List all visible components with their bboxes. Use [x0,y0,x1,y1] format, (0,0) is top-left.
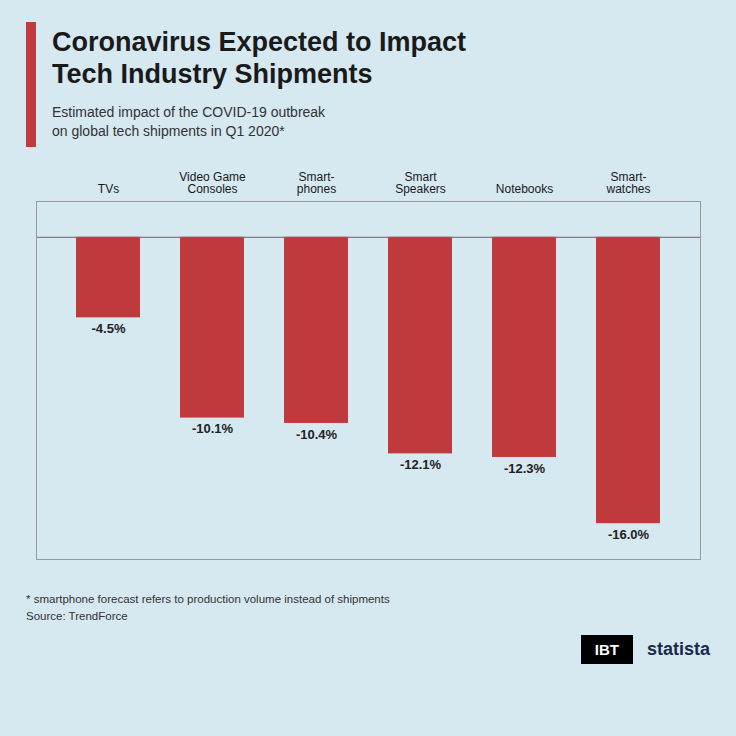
svg-text:-10.4%: -10.4% [296,426,338,441]
html-text:* smartphone forecast refers t: * smartphone forecast refers to producti… [26,592,390,605]
svg-text:Notebooks: Notebooks [496,181,553,195]
svg-text:TVs: TVs [98,181,119,195]
html-text:statista: statista [647,639,710,660]
svg-text:Smart-phones: Smart-phones [297,169,336,195]
html-text:IBT: IBT [594,641,619,659]
svg-text:Smart-watches: Smart-watches [605,169,650,195]
svg-text:Video GameConsoles: Video GameConsoles [179,169,246,195]
html-text:Source: TrendForce: Source: TrendForce [26,609,128,622]
svg-text:-4.5%: -4.5% [92,321,126,336]
html-text:Estimated impact of the COVID-: Estimated impact of the COVID-19 outbrea… [52,103,326,139]
svg-text:-12.3%: -12.3% [504,460,546,475]
html-text:Coronavirus Expected to Impact: Coronavirus Expected to Impact Tech Indu… [52,27,467,90]
svg-text:-16.0%: -16.0% [608,526,650,541]
svg-text:SmartSpeakers: SmartSpeakers [395,169,446,195]
svg-text:-12.1%: -12.1% [400,457,442,472]
svg-text:-10.1%: -10.1% [192,421,234,436]
